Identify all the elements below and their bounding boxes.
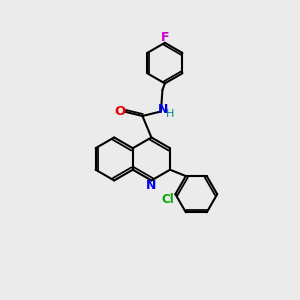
Text: O: O (114, 105, 126, 118)
Text: H: H (166, 109, 175, 119)
Text: N: N (158, 103, 169, 116)
Text: N: N (146, 179, 157, 192)
Text: F: F (161, 31, 170, 44)
Text: Cl: Cl (162, 193, 175, 206)
